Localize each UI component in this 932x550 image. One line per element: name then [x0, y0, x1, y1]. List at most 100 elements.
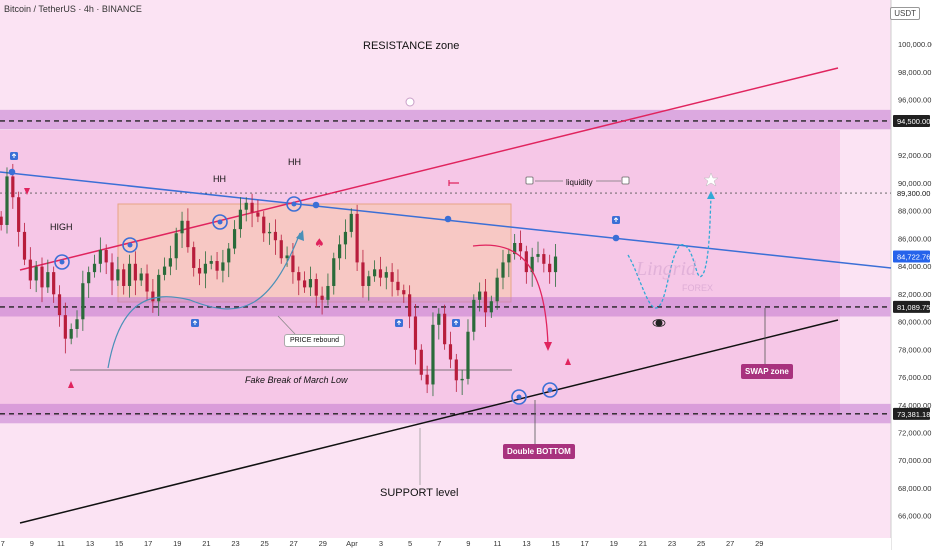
candle-body	[81, 283, 85, 320]
candle-body	[489, 301, 493, 313]
y-tick-label: 68,000.00	[898, 484, 931, 493]
candle-body	[168, 258, 172, 267]
x-tick-label: 25	[260, 539, 268, 548]
currency-label[interactable]: USDT	[890, 7, 920, 20]
drop-arrowhead	[544, 342, 552, 351]
y-tick-label: 84,000.00	[898, 262, 931, 271]
y-tick-label: 88,000.00	[898, 207, 931, 216]
down-triangle-icon	[24, 188, 30, 195]
eye-icon	[655, 319, 663, 327]
candle-body	[478, 291, 482, 300]
projection-path	[627, 196, 712, 309]
candle-body	[413, 316, 418, 350]
candle-body	[145, 273, 149, 292]
candle-body	[495, 277, 499, 302]
hh-label-2: HH	[288, 157, 301, 167]
y-tick-label: 72,000.00	[898, 428, 931, 437]
candle-body	[308, 279, 313, 288]
candle-body	[75, 319, 79, 329]
arrow-marker-1-arrow	[192, 320, 198, 325]
price-tag-text-0: 94,500.00	[897, 117, 930, 126]
candle-body	[518, 242, 523, 252]
resistance-zone-label: RESISTANCE zone	[363, 40, 460, 52]
candle-body	[291, 255, 295, 273]
x-tick-label: 15	[551, 539, 559, 548]
x-tick-label: 19	[173, 539, 181, 548]
price-tag-text-3: 81,089.75	[897, 303, 930, 312]
y-tick-label: 86,000.00	[898, 234, 931, 243]
x-tick-label: 29	[755, 539, 763, 548]
candle-body	[11, 176, 15, 198]
candle-body	[92, 263, 97, 273]
candle-body	[63, 315, 67, 339]
candle-body	[151, 291, 155, 302]
x-tick-label: 21	[639, 539, 647, 548]
price-rebound-label: PRICE rebound	[284, 334, 346, 347]
y-tick-label: 92,000.00	[898, 151, 931, 160]
candle-body	[384, 272, 388, 278]
candle-body	[326, 285, 330, 300]
hh-label-1: HH	[213, 174, 226, 184]
watermark-sub: FOREX	[682, 283, 714, 293]
projection-arrowhead	[707, 191, 715, 199]
y-tick-label: 96,000.00	[898, 96, 931, 105]
candle-body	[203, 263, 207, 274]
x-tick-label: 11	[494, 539, 502, 548]
candle-body	[215, 261, 219, 271]
x-tick-label: 13	[86, 539, 94, 548]
candle-body	[256, 212, 260, 217]
price-tag-text-2: 84,722.76	[897, 253, 930, 262]
candle-body	[472, 299, 476, 332]
y-tick-label: 78,000.00	[898, 345, 931, 354]
candle-body	[104, 249, 108, 263]
x-tick-label: 9	[30, 539, 34, 548]
candle-body	[507, 254, 511, 263]
candle-body	[297, 272, 301, 281]
double-bottom-label: Double BOTTOM	[503, 444, 575, 459]
candle-body	[262, 216, 266, 234]
candle-body	[197, 267, 202, 274]
price-tag-0	[893, 114, 930, 127]
pivot-dot-4	[516, 394, 522, 400]
x-tick-label: 27	[290, 539, 298, 548]
candle-body	[5, 176, 9, 225]
candle-body	[431, 324, 435, 385]
zone-resistance-band	[0, 109, 891, 130]
candle-body	[186, 220, 190, 248]
trend-touch-0	[8, 168, 16, 176]
pivot-circle-0	[54, 254, 70, 270]
candle-body	[343, 231, 348, 245]
trend-touch-2	[444, 215, 452, 223]
arrow-marker-0-arrow	[11, 153, 17, 158]
candle-body	[483, 291, 488, 313]
candle-body	[448, 344, 453, 360]
candle-body	[402, 290, 406, 295]
candle-body	[28, 259, 32, 281]
candle-body	[0, 216, 3, 225]
arrow-marker-3-arrow	[453, 320, 459, 325]
snail-icon: ♠	[314, 236, 325, 250]
chart-title: Bitcoin / TetherUS · 4h · BINANCE	[4, 4, 142, 14]
candle-body	[267, 231, 272, 234]
candle-body	[437, 313, 441, 325]
candle-body	[466, 331, 470, 379]
candle-body	[349, 213, 353, 232]
candle-body	[133, 263, 137, 281]
y-tick-label: 76,000.00	[898, 373, 931, 382]
flag-icon	[448, 180, 459, 186]
x-tick-label: 17	[144, 539, 152, 548]
x-tick-label: 5	[408, 539, 412, 548]
x-tick-label: 9	[466, 539, 470, 548]
y-tick-label: 98,000.00	[898, 68, 931, 77]
candle-body	[536, 254, 540, 257]
pivot-dot-1	[127, 242, 133, 248]
up-triangle-icon-0	[68, 381, 74, 388]
price-tag-4	[893, 407, 930, 420]
candle-body	[273, 231, 278, 241]
x-tick-label: 7	[1, 539, 5, 548]
candle-body	[542, 254, 546, 264]
candle-body	[127, 263, 132, 286]
candle-body	[34, 266, 38, 281]
arrow-marker-2-arrow	[396, 320, 402, 325]
